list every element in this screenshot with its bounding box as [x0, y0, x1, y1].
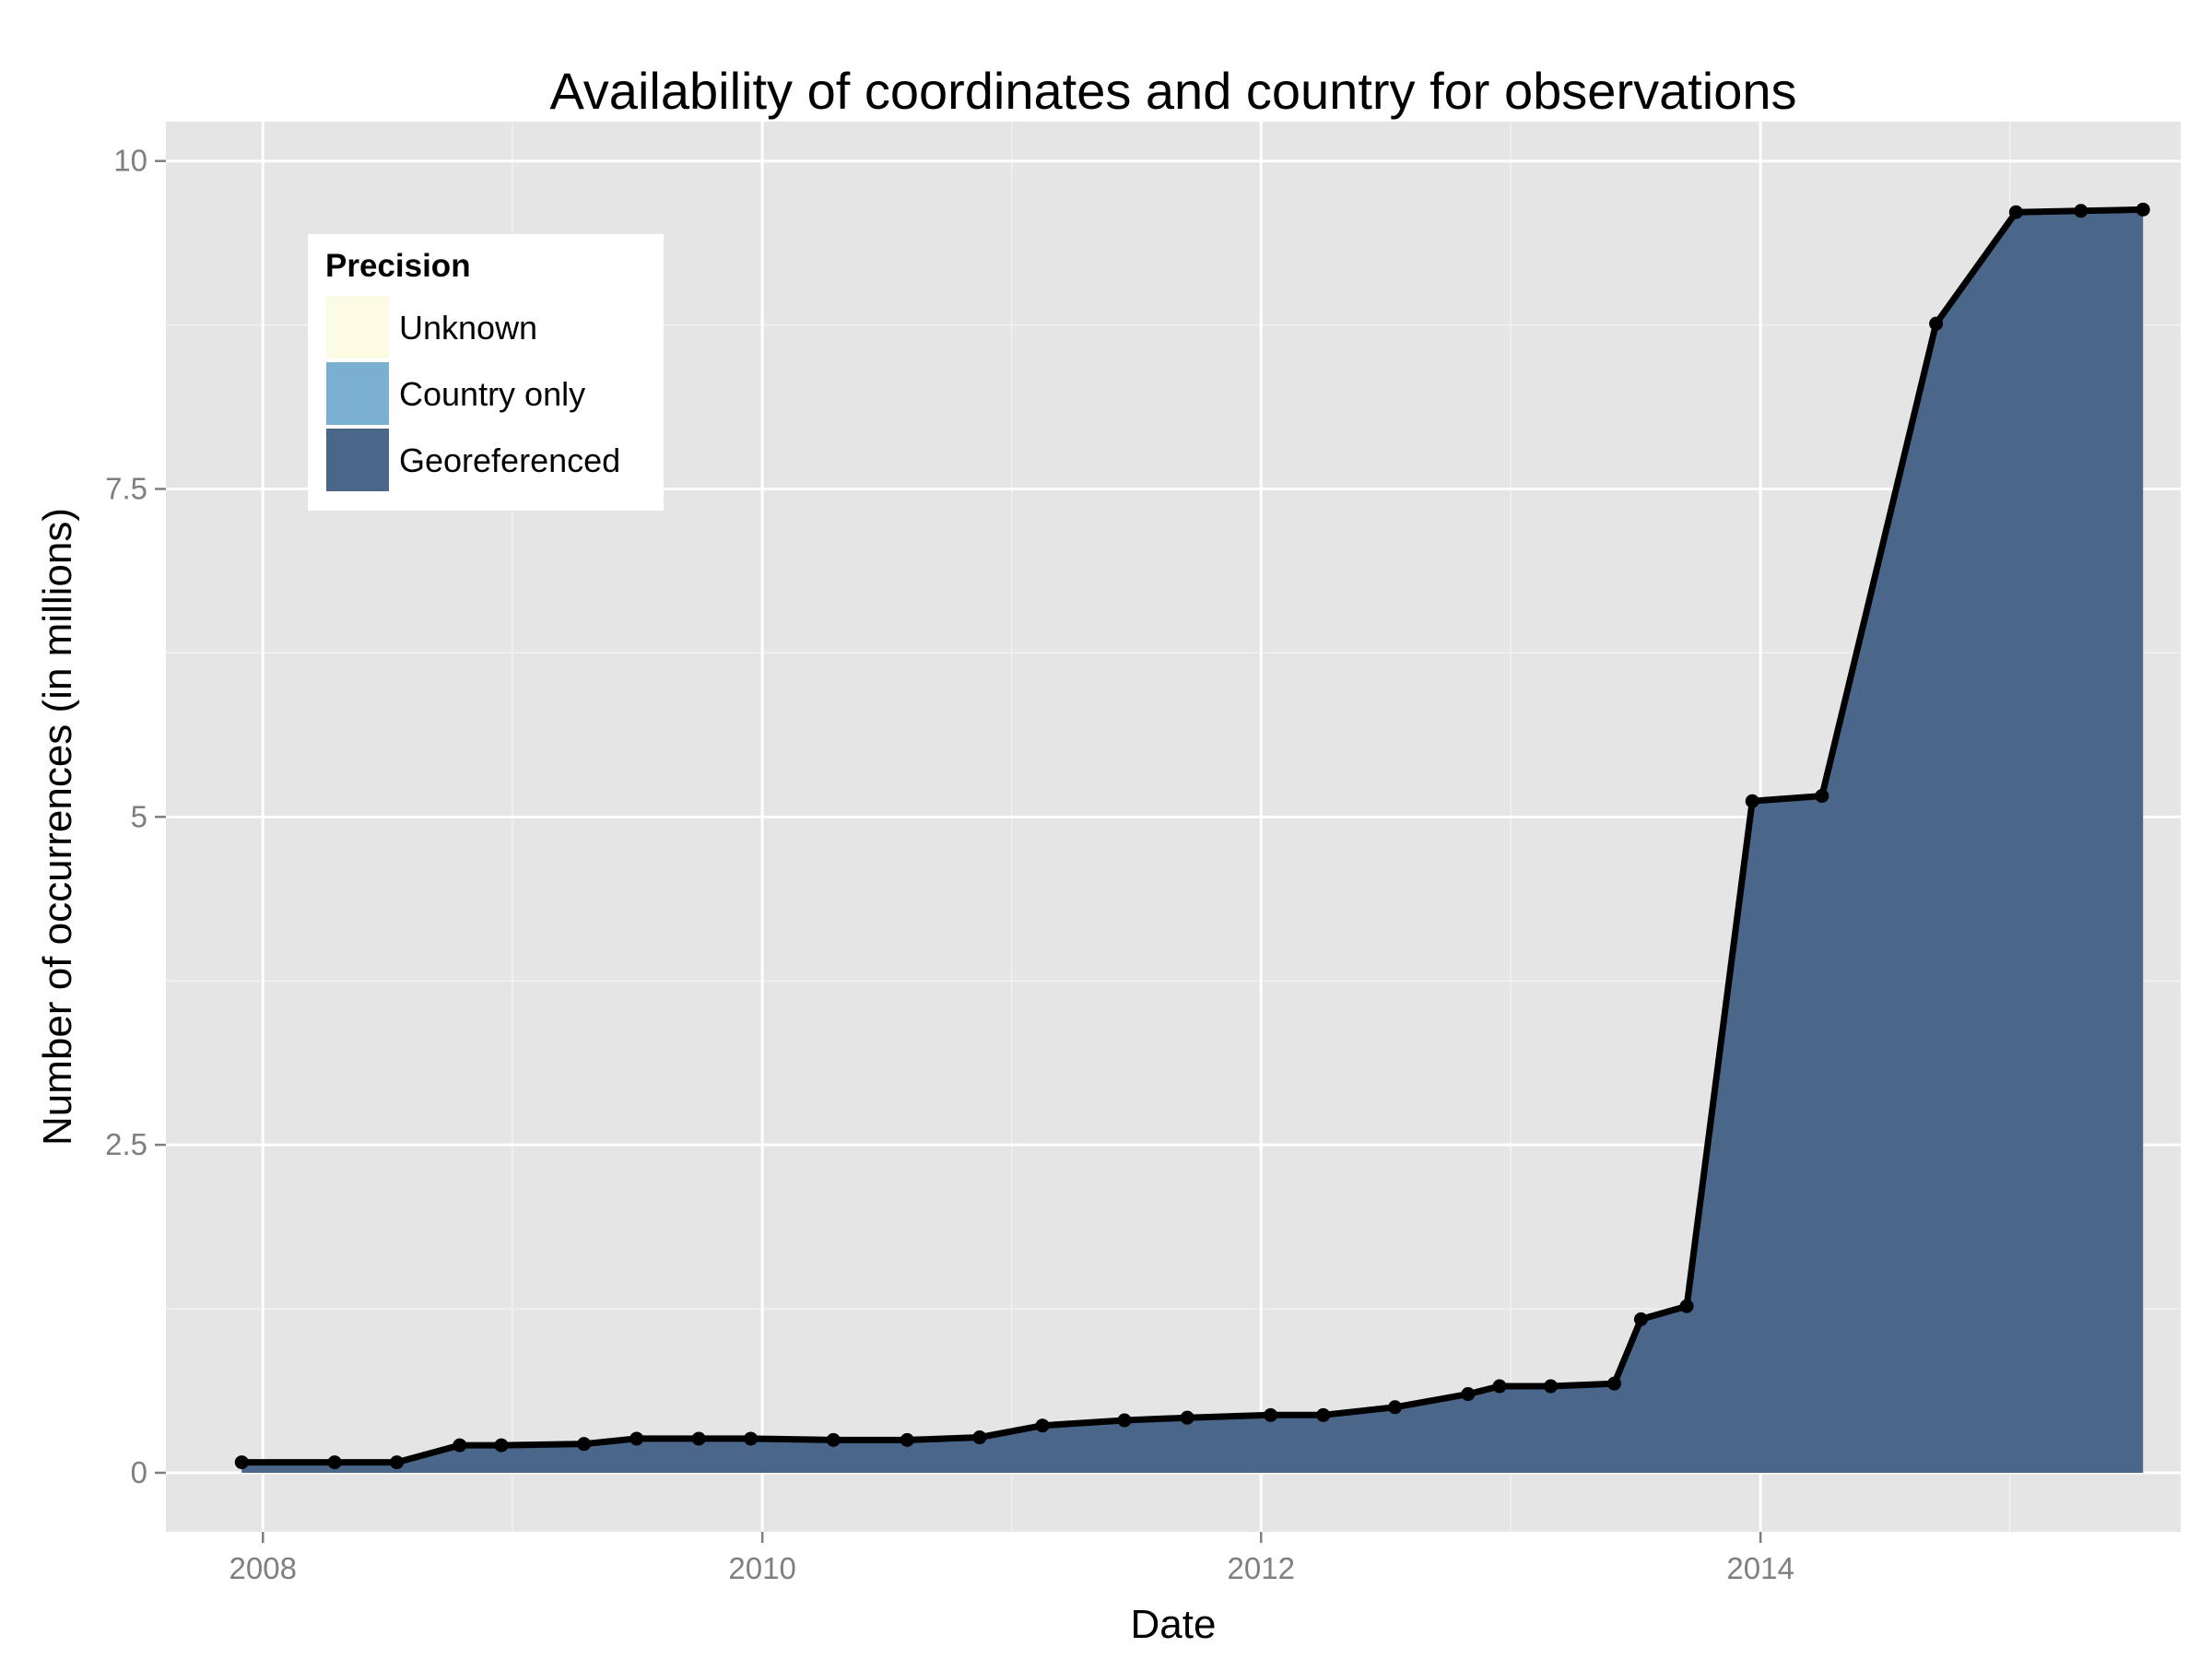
y-tick-label: 0 [131, 1455, 147, 1489]
y-tick-label: 5 [131, 799, 147, 833]
x-tick-label: 2010 [728, 1551, 795, 1585]
x-axis-ticks: 2008 2010 2012 2014 [229, 1532, 1794, 1585]
legend-swatch [324, 360, 391, 427]
data-point [2074, 204, 2088, 218]
data-point [629, 1431, 644, 1446]
x-axis-title: Date [1131, 1602, 1217, 1647]
legend-items: Unknown Country only Georeferenced [324, 294, 620, 493]
data-point [1264, 1407, 1278, 1422]
data-point [234, 1455, 249, 1470]
legend-title: Precision [325, 248, 471, 284]
data-point [1929, 316, 1944, 331]
legend: Precision Unknown Country only Georeferenc… [308, 234, 664, 511]
y-tick-label: 7.5 [105, 472, 147, 506]
area-georeferenced [241, 210, 2144, 1473]
data-point [691, 1431, 706, 1446]
legend-swatch [324, 427, 391, 493]
x-tick-label: 2012 [1228, 1551, 1295, 1585]
data-point [1461, 1387, 1476, 1402]
data-point [1117, 1413, 1132, 1428]
data-point [2008, 205, 2023, 219]
data-point [2136, 202, 2150, 217]
total-line-layer [241, 206, 2144, 1466]
data-point [494, 1438, 509, 1453]
data-point [1544, 1379, 1559, 1394]
data-point [744, 1431, 759, 1446]
y-tick-label: 10 [113, 144, 147, 178]
data-point [390, 1455, 405, 1470]
data-point [577, 1437, 592, 1452]
area-layers [241, 209, 2144, 1473]
data-point [327, 1455, 342, 1470]
data-point [1606, 1376, 1621, 1391]
data-point [1180, 1410, 1194, 1425]
total-points-layer [234, 202, 2150, 1470]
data-point [1316, 1407, 1331, 1422]
y-tick-label: 2.5 [105, 1127, 147, 1161]
data-point [1745, 794, 1759, 808]
data-point [1633, 1312, 1648, 1326]
data-point [1388, 1400, 1403, 1415]
x-tick-label: 2014 [1726, 1551, 1794, 1585]
x-tick-label: 2008 [229, 1551, 297, 1585]
data-point [1035, 1418, 1050, 1433]
chart-title: Availability of coordinates and country … [549, 62, 1796, 120]
legend-swatch [324, 294, 391, 360]
legend-label: Georeferenced [399, 441, 620, 479]
data-point [453, 1438, 467, 1453]
legend-label: Country only [399, 375, 585, 413]
y-axis-ticks: 0 2.5 5 7.5 10 [105, 144, 166, 1489]
data-point [1679, 1299, 1694, 1313]
data-point [972, 1430, 987, 1445]
legend-label: Unknown [399, 309, 537, 347]
data-point [826, 1432, 841, 1447]
data-point [1815, 789, 1830, 804]
y-axis-title: Number of occurrences (in millions) [35, 508, 80, 1146]
data-point [1492, 1379, 1507, 1394]
total-line [241, 206, 2144, 1466]
data-point [900, 1432, 914, 1447]
